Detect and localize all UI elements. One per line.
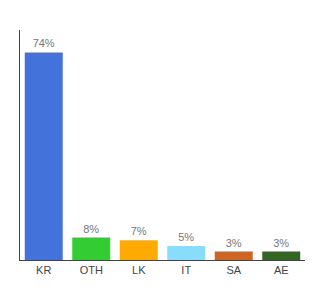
svg-text:74%: 74%: [33, 37, 55, 49]
svg-text:KR: KR: [36, 264, 51, 276]
svg-text:IT: IT: [181, 264, 191, 276]
svg-text:3%: 3%: [273, 237, 289, 249]
svg-text:8%: 8%: [83, 223, 99, 235]
svg-text:5%: 5%: [178, 231, 194, 243]
svg-text:SA: SA: [226, 264, 241, 276]
svg-text:AE: AE: [274, 264, 289, 276]
svg-text:OTH: OTH: [80, 264, 103, 276]
svg-text:3%: 3%: [226, 237, 242, 249]
svg-text:7%: 7%: [131, 225, 147, 237]
svg-text:LK: LK: [132, 264, 146, 276]
